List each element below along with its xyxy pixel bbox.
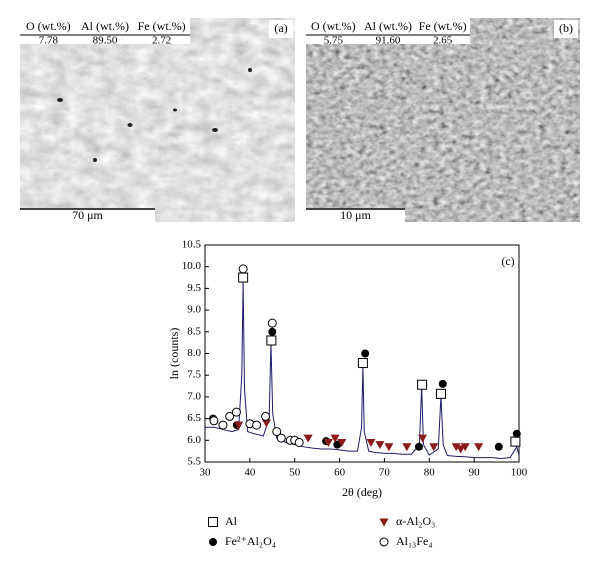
legend-marker (208, 517, 218, 527)
marker-square (266, 335, 277, 346)
table-value: 5.75 (324, 35, 344, 47)
legend-label: Fe²⁺Al₂O₄ (225, 534, 276, 548)
sem-image (20, 18, 295, 222)
marker-filled-circle (438, 379, 447, 388)
marker-circle (218, 420, 228, 430)
panel-label: (a) (274, 21, 287, 35)
marker-circle (225, 411, 235, 421)
table-header: Al (wt.%) (364, 19, 412, 33)
marker-square (435, 388, 446, 399)
y-tick-label: 8.0 (187, 347, 201, 359)
marker-triangle (234, 421, 244, 430)
marker-triangle (337, 438, 347, 447)
y-axis-label: ln (counts) (167, 328, 181, 380)
sem-image (306, 18, 580, 222)
panel-label-box (269, 20, 293, 38)
table-header: Al (wt.%) (81, 19, 129, 33)
marker-filled-circle (361, 349, 370, 358)
marker-triangle (474, 443, 484, 452)
marker-triangle (384, 443, 394, 452)
scale-bar-box (20, 208, 155, 222)
y-tick-label: 6.5 (187, 412, 201, 424)
y-tick-label: 7.0 (187, 390, 201, 402)
marker-filled-circle (414, 442, 423, 451)
marker-triangle (375, 441, 385, 450)
scale-bar-label: 70 μm (72, 208, 103, 222)
table-value: 7.78 (39, 35, 59, 47)
marker-square (417, 379, 428, 390)
table-header: Fe (wt.%) (138, 19, 186, 33)
marker-filled-circle (333, 440, 342, 449)
marker-filled-circle (512, 429, 521, 438)
table-header: O (wt.%) (311, 19, 356, 33)
marker-triangle (460, 443, 470, 452)
marker-triangle (303, 434, 313, 443)
legend-label: Al₁₃Fe₄ (396, 534, 433, 548)
y-tick-label: 10.5 (182, 239, 202, 251)
marker-triangle (366, 438, 376, 447)
x-tick-label: 50 (289, 467, 301, 479)
scale-bar-label: 10 μm (340, 208, 371, 222)
marker-circle (231, 407, 241, 417)
panel-label: (b) (559, 21, 573, 35)
marker-square (510, 436, 521, 447)
data-table-box (20, 18, 190, 44)
marker-triangle (418, 434, 428, 443)
x-tick-label: 60 (334, 467, 346, 479)
marker-triangle (261, 419, 271, 428)
legend-marker (379, 537, 389, 547)
table-value: 91.60 (376, 35, 401, 47)
x-axis-label: 2θ (deg) (342, 485, 382, 499)
x-tick-label: 100 (511, 467, 528, 479)
marker-triangle (456, 445, 466, 454)
y-tick-label: 10.0 (182, 260, 202, 272)
marker-triangle (429, 443, 439, 452)
x-tick-label: 40 (244, 467, 256, 479)
y-tick-label: 5.5 (187, 456, 201, 468)
marker-circle (276, 433, 286, 443)
table-value: 2.72 (152, 35, 171, 47)
x-tick-label: 30 (200, 467, 212, 479)
marker-triangle (330, 434, 340, 443)
marker-circle (252, 420, 262, 430)
x-tick-label: 90 (469, 467, 481, 479)
y-tick-label: 9.5 (187, 282, 201, 294)
marker-triangle (402, 443, 412, 452)
legend-marker (379, 518, 389, 527)
data-table-box (306, 18, 470, 44)
legend-label: Al (225, 514, 238, 528)
legend-label: α-Al₂O₃ (396, 514, 435, 528)
y-tick-label: 6.0 (187, 434, 201, 446)
legend-marker (209, 538, 217, 546)
x-tick-label: 70 (379, 467, 391, 479)
pores (57, 68, 252, 162)
marker-circle (238, 264, 248, 274)
marker-filled-circle (268, 327, 277, 336)
table-value: 89.50 (93, 35, 118, 47)
y-tick-label: 7.5 (187, 369, 201, 381)
table-value: 2.65 (433, 35, 453, 47)
marker-circle (272, 427, 282, 437)
x-tick-label: 80 (424, 467, 436, 479)
marker-circle (267, 318, 277, 328)
marker-circle (294, 437, 304, 447)
table-header: Fe (wt.%) (419, 19, 467, 33)
marker-circle (209, 416, 219, 426)
marker-triangle (451, 443, 461, 452)
marker-filled-circle (494, 442, 503, 451)
marker-circle (261, 411, 271, 421)
table-header: O (wt.%) (26, 19, 71, 33)
y-tick-label: 8.5 (187, 325, 201, 337)
marker-square (238, 272, 249, 283)
scale-bar-box (306, 208, 405, 222)
marker-triangle (323, 438, 333, 447)
xrd-trace (205, 281, 520, 460)
y-tick-label: 9.0 (187, 304, 201, 316)
panel-label: (c) (501, 254, 514, 268)
panel-label-box (554, 20, 578, 38)
marker-square (357, 358, 368, 369)
